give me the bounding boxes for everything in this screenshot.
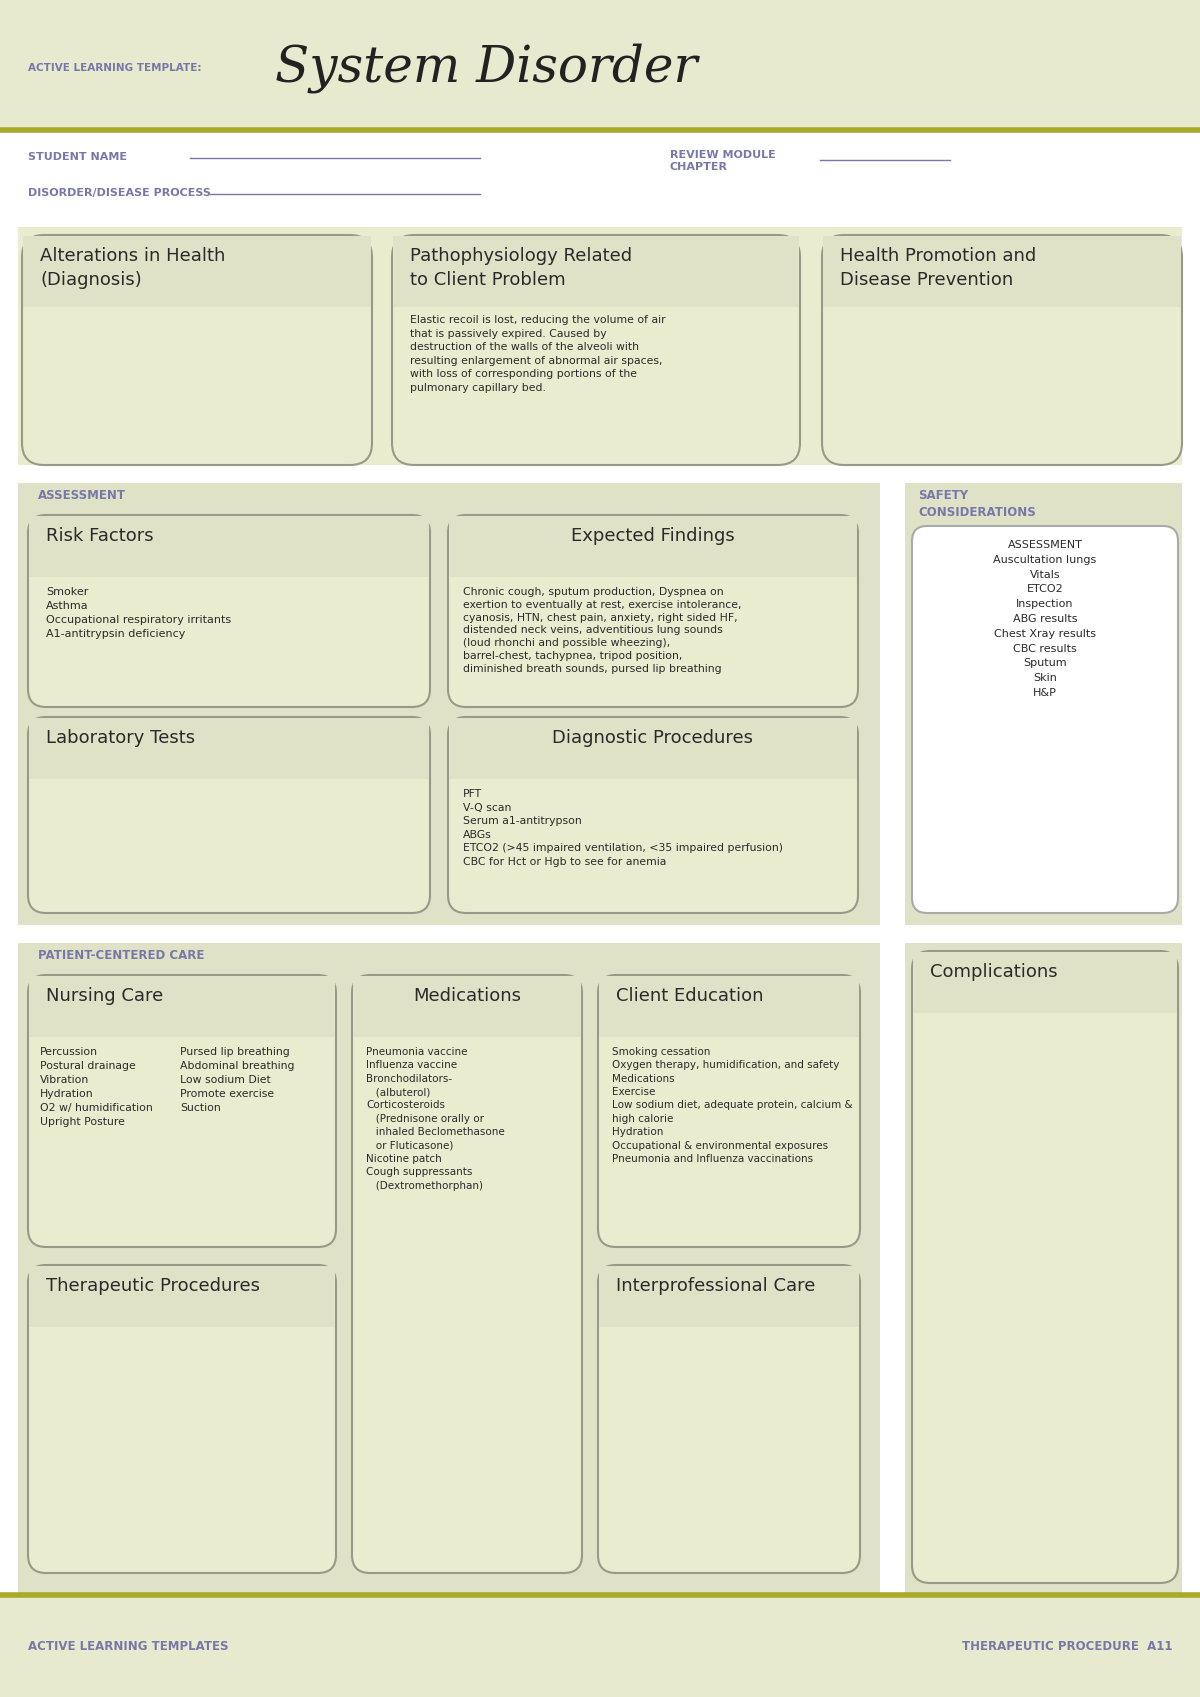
Bar xyxy=(29,1266,335,1327)
Bar xyxy=(823,236,1181,307)
Bar xyxy=(599,1266,859,1327)
Text: Health Promotion and
Disease Prevention: Health Promotion and Disease Prevention xyxy=(840,248,1037,288)
Text: ASSESSMENT
Auscultation lungs
Vitals
ETCO2
Inspection
ABG results
Chest Xray res: ASSESSMENT Auscultation lungs Vitals ETC… xyxy=(994,540,1097,697)
FancyBboxPatch shape xyxy=(448,718,858,913)
Bar xyxy=(18,944,880,1595)
Bar xyxy=(449,718,857,779)
Text: ASSESSMENT: ASSESSMENT xyxy=(38,489,126,502)
FancyBboxPatch shape xyxy=(28,514,430,708)
Text: PATIENT-CENTERED CARE: PATIENT-CENTERED CARE xyxy=(38,949,204,962)
Text: REVIEW MODULE
CHAPTER: REVIEW MODULE CHAPTER xyxy=(670,149,775,173)
Bar xyxy=(0,0,1200,131)
FancyBboxPatch shape xyxy=(448,514,858,708)
Text: Pursed lip breathing
Abdominal breathing
Low sodium Diet
Promote exercise
Suctio: Pursed lip breathing Abdominal breathing… xyxy=(180,1047,294,1113)
Text: PFT
V-Q scan
Serum a1-antitrypson
ABGs
ETCO2 (>45 impaired ventilation, <35 impa: PFT V-Q scan Serum a1-antitrypson ABGs E… xyxy=(463,789,784,867)
Bar xyxy=(29,516,428,577)
FancyBboxPatch shape xyxy=(28,718,430,913)
FancyBboxPatch shape xyxy=(912,526,1178,913)
Text: Smoking cessation
Oxygen therapy, humidification, and safety
Medications
Exercis: Smoking cessation Oxygen therapy, humidi… xyxy=(612,1047,853,1164)
Text: SAFETY
CONSIDERATIONS: SAFETY CONSIDERATIONS xyxy=(918,489,1036,519)
Text: System Disorder: System Disorder xyxy=(275,42,697,93)
Text: Risk Factors: Risk Factors xyxy=(46,528,154,545)
Text: Medications: Medications xyxy=(413,988,521,1005)
Text: Diagnostic Procedures: Diagnostic Procedures xyxy=(552,730,754,747)
Bar xyxy=(599,976,859,1037)
FancyBboxPatch shape xyxy=(822,234,1182,465)
FancyBboxPatch shape xyxy=(392,234,800,465)
FancyBboxPatch shape xyxy=(22,234,372,465)
Bar xyxy=(449,516,857,577)
FancyBboxPatch shape xyxy=(912,950,1178,1583)
Bar xyxy=(18,484,880,925)
FancyBboxPatch shape xyxy=(352,976,582,1573)
Text: ACTIVE LEARNING TEMPLATE:: ACTIVE LEARNING TEMPLATE: xyxy=(28,63,202,73)
Text: STUDENT NAME: STUDENT NAME xyxy=(28,153,127,161)
Bar xyxy=(23,236,371,307)
Text: Elastic recoil is lost, reducing the volume of air
that is passively expired. Ca: Elastic recoil is lost, reducing the vol… xyxy=(410,316,666,394)
Text: Alterations in Health
(Diagnosis): Alterations in Health (Diagnosis) xyxy=(40,248,226,288)
Text: Therapeutic Procedures: Therapeutic Procedures xyxy=(46,1278,260,1295)
Bar xyxy=(394,236,799,307)
Text: Client Education: Client Education xyxy=(616,988,763,1005)
Text: Smoker
Asthma
Occupational respiratory irritants
A1-antitrypsin deficiency: Smoker Asthma Occupational respiratory i… xyxy=(46,587,232,640)
Text: Percussion
Postural drainage
Vibration
Hydration
O2 w/ humidification
Upright Po: Percussion Postural drainage Vibration H… xyxy=(40,1047,152,1127)
Bar xyxy=(29,976,335,1037)
Text: DISORDER/DISEASE PROCESS: DISORDER/DISEASE PROCESS xyxy=(28,188,211,199)
Text: Pathophysiology Related
to Client Problem: Pathophysiology Related to Client Proble… xyxy=(410,248,632,288)
Bar xyxy=(0,1595,1200,1697)
Text: ACTIVE LEARNING TEMPLATES: ACTIVE LEARNING TEMPLATES xyxy=(28,1639,228,1653)
FancyBboxPatch shape xyxy=(598,1264,860,1573)
Bar xyxy=(913,952,1177,1013)
FancyBboxPatch shape xyxy=(598,976,860,1247)
Text: Interprofessional Care: Interprofessional Care xyxy=(616,1278,815,1295)
Text: Pneumonia vaccine
Influenza vaccine
Bronchodilators-
   (albuterol)
Corticostero: Pneumonia vaccine Influenza vaccine Bron… xyxy=(366,1047,505,1191)
Bar xyxy=(0,131,1200,226)
Text: THERAPEUTIC PROCEDURE  A11: THERAPEUTIC PROCEDURE A11 xyxy=(961,1639,1172,1653)
Bar xyxy=(29,718,428,779)
Text: Laboratory Tests: Laboratory Tests xyxy=(46,730,196,747)
Bar xyxy=(353,976,581,1037)
FancyBboxPatch shape xyxy=(28,1264,336,1573)
Bar xyxy=(18,227,1182,465)
Bar xyxy=(905,484,1182,925)
Text: Nursing Care: Nursing Care xyxy=(46,988,163,1005)
Text: Expected Findings: Expected Findings xyxy=(571,528,734,545)
Bar xyxy=(905,944,1182,1595)
Text: Chronic cough, sputum production, Dyspnea on
exertion to eventually at rest, exe: Chronic cough, sputum production, Dyspne… xyxy=(463,587,742,674)
FancyBboxPatch shape xyxy=(28,976,336,1247)
Text: Complications: Complications xyxy=(930,962,1057,981)
